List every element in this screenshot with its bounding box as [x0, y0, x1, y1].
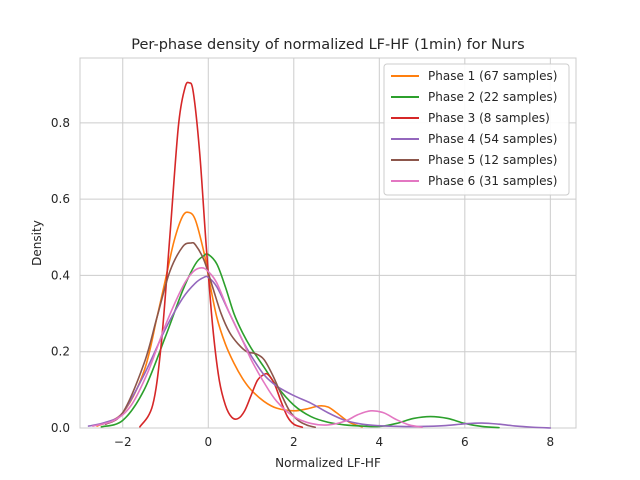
series-line-phase-5	[104, 241, 316, 429]
legend-label: Phase 1 (67 samples)	[428, 69, 557, 83]
x-tick-label: 6	[461, 435, 469, 449]
legend-label: Phase 3 (8 samples)	[428, 111, 550, 125]
tick-labels: −2 0 2 4 6 8 0.0 0.2 0.4 0.6 0.8	[51, 116, 554, 449]
x-axis-label: Normalized LF-HF	[275, 456, 381, 470]
chart-title: Per-phase density of normalized LF-HF (1…	[131, 37, 524, 53]
x-tick-label: 4	[375, 435, 383, 449]
y-tick-label: 0.6	[51, 192, 70, 206]
legend-frame	[383, 63, 570, 196]
series-line-phase-4	[87, 275, 552, 429]
y-tick-label: 0.0	[51, 421, 70, 435]
legend-label: Phase 5 (12 samples)	[428, 153, 557, 167]
y-tick-label: 0.4	[51, 268, 70, 282]
series-line-phase-1	[96, 211, 364, 428]
y-axis-label: Density	[30, 220, 44, 266]
plot-frame	[79, 57, 577, 429]
y-tick-label: 0.8	[51, 116, 70, 130]
x-tick-label: 8	[547, 435, 555, 449]
x-tick-label: 2	[290, 435, 298, 449]
legend-label: Phase 4 (54 samples)	[428, 132, 557, 146]
legend-label: Phase 2 (22 samples)	[428, 90, 557, 104]
series-layer	[87, 81, 552, 429]
x-tick-label: 0	[204, 435, 212, 449]
legend-label: Phase 6 (31 samples)	[428, 174, 557, 188]
series-line-phase-6	[92, 266, 423, 429]
y-tick-label: 0.2	[51, 345, 70, 359]
legend: Phase 1 (67 samples) Phase 2 (22 samples)…	[383, 63, 570, 196]
x-tick-label: −2	[114, 435, 132, 449]
